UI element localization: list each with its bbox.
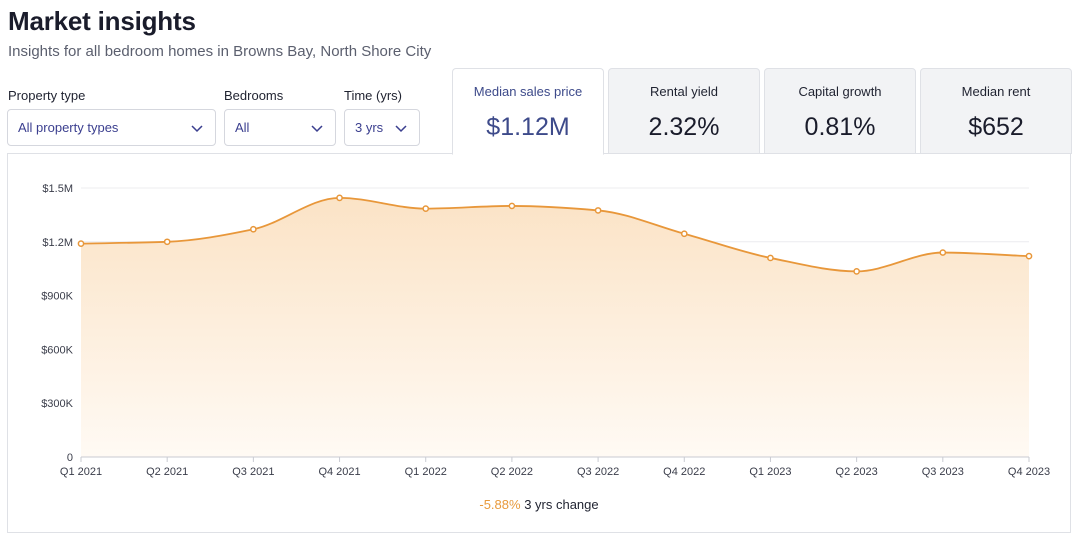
tab-label: Median rent <box>961 84 1031 99</box>
data-point[interactable] <box>250 225 257 233</box>
price-line <box>80 196 1030 273</box>
x-tick-label: Q4 2021 <box>318 466 360 478</box>
data-point[interactable] <box>1025 252 1033 260</box>
tab-median-rent[interactable]: Median rent $652 <box>920 68 1072 154</box>
x-tick-label: Q3 2022 <box>577 466 619 478</box>
x-tick-label: Q1 2022 <box>405 466 447 478</box>
time-select[interactable]: 3 yrs <box>344 109 420 146</box>
y-tick-label: $900K <box>41 291 73 303</box>
tab-value: $652 <box>968 113 1024 141</box>
data-point[interactable] <box>163 238 171 246</box>
data-point[interactable] <box>853 268 860 275</box>
bedrooms-value: All <box>235 120 250 135</box>
page-subtitle: Insights for all bedroom homes in Browns… <box>8 43 432 60</box>
y-tick-label: 0 <box>67 452 73 464</box>
y-tick-label: $1.2M <box>42 237 73 249</box>
tab-value: 2.32% <box>648 113 720 141</box>
chevron-down-icon <box>395 125 407 133</box>
data-point[interactable] <box>680 230 688 238</box>
data-point[interactable] <box>508 202 516 210</box>
x-tick-label: Q2 2022 <box>491 466 533 478</box>
x-tick-label: Q1 2021 <box>60 466 102 478</box>
chart-panel: 0 $300K $600K $900K $1.2M $1.5M Q1 2021 Q2 2021… <box>7 153 1071 533</box>
change-percent: -5.88% <box>479 497 521 512</box>
tab-label: Capital growth <box>798 84 882 99</box>
tab-median-sales-price[interactable]: Median sales price $1.12M <box>452 68 604 155</box>
data-point[interactable] <box>77 240 85 247</box>
x-tick-label: Q4 2022 <box>663 466 705 478</box>
tab-label: Rental yield <box>650 84 718 99</box>
x-tick-label: Q2 2021 <box>146 466 188 478</box>
x-tick-label: Q4 2023 <box>1008 466 1050 478</box>
property-type-select[interactable]: All property types <box>7 109 216 146</box>
x-tick-label: Q2 2023 <box>836 466 878 478</box>
data-point[interactable] <box>939 249 947 256</box>
page-title: Market insights <box>8 6 196 36</box>
tab-value: $1.12M <box>486 113 570 141</box>
data-point[interactable] <box>336 194 343 202</box>
x-tick-label: Q1 2023 <box>749 466 791 478</box>
data-point[interactable] <box>767 254 774 262</box>
y-tick-label: $1.5M <box>42 183 73 195</box>
property-type-label: Property type <box>8 88 86 103</box>
x-tick-label: Q3 2023 <box>922 466 964 478</box>
tab-label: Median sales price <box>473 84 583 99</box>
time-value: 3 yrs <box>355 120 384 135</box>
property-type-value: All property types <box>18 120 119 135</box>
chevron-down-icon <box>311 125 323 133</box>
bedrooms-label: Bedrooms <box>224 88 284 103</box>
change-summary: -5.88% 3 yrs change <box>8 497 1070 512</box>
bedrooms-select[interactable]: All <box>224 109 336 146</box>
y-tick-label: $600K <box>41 344 73 356</box>
tab-rental-yield[interactable]: Rental yield 2.32% <box>608 68 760 154</box>
time-label: Time (yrs) <box>344 88 403 103</box>
tab-value: 0.81% <box>804 113 876 141</box>
change-label: 3 yrs change <box>524 497 599 512</box>
data-point[interactable] <box>594 207 602 214</box>
median-price-chart: 0 $300K $600K $900K $1.2M $1.5M Q1 2021 Q2 2021… <box>41 183 1050 478</box>
data-point[interactable] <box>422 205 430 212</box>
x-tick-label: Q3 2021 <box>232 466 274 478</box>
y-tick-label: $300K <box>41 398 73 410</box>
chevron-down-icon <box>191 125 203 133</box>
price-area <box>81 197 1029 457</box>
tab-capital-growth[interactable]: Capital growth 0.81% <box>764 68 916 154</box>
